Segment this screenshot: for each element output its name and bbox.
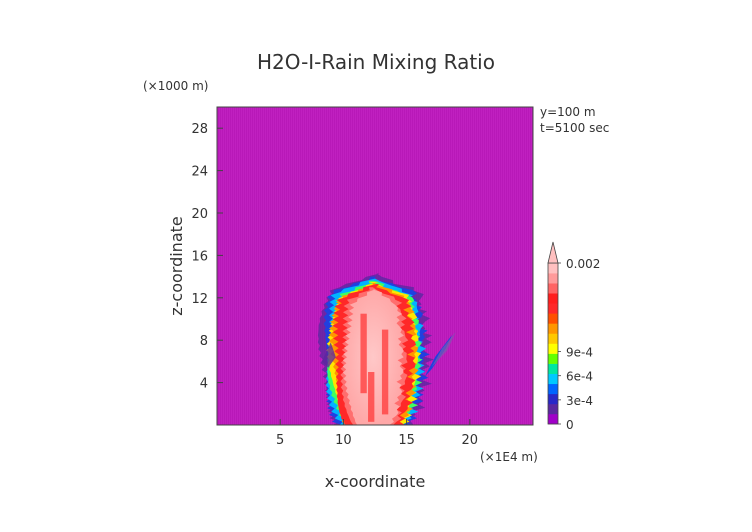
x-tick-label: 10 bbox=[335, 433, 352, 448]
annotation-t: t=5100 sec bbox=[540, 121, 609, 135]
rain-field bbox=[317, 273, 456, 425]
rain-streak bbox=[360, 313, 367, 394]
colorbar-segment bbox=[548, 293, 558, 304]
colorbar-segment bbox=[548, 403, 558, 415]
y-tick-label: 28 bbox=[191, 122, 208, 137]
rain-filament bbox=[431, 331, 456, 367]
y-tick-label: 24 bbox=[191, 165, 208, 180]
x-tick-label: 15 bbox=[398, 433, 415, 448]
colorbar-segment bbox=[548, 303, 558, 314]
y-tick-label: 8 bbox=[200, 334, 208, 349]
colorbar-segment bbox=[548, 383, 558, 395]
colorbar-label: 9e-4 bbox=[566, 346, 593, 360]
y-axis: 4 8 12 16 20 24 28 bbox=[191, 122, 223, 392]
colorbar-segment bbox=[548, 343, 558, 354]
colorbar-label: 3e-4 bbox=[566, 394, 593, 408]
y-unit-label: (×1000 m) bbox=[143, 79, 208, 93]
colorbar-segment bbox=[548, 283, 558, 294]
colorbar-segment bbox=[548, 413, 558, 425]
rain-contour bbox=[342, 289, 404, 425]
x-tick-label: 5 bbox=[276, 433, 284, 448]
x-axis-label: x-coordinate bbox=[325, 472, 426, 491]
rain-streak bbox=[381, 329, 389, 415]
colorbar: 0.002 9e-4 6e-4 3e-4 0 bbox=[547, 241, 600, 432]
y-tick-label: 4 bbox=[200, 377, 208, 392]
colorbar-label: 0.002 bbox=[566, 257, 600, 271]
colorbar-segment bbox=[548, 363, 558, 374]
y-tick-label: 20 bbox=[191, 207, 208, 222]
colorbar-segment bbox=[548, 263, 558, 274]
x-unit-label: (×1E4 m) bbox=[480, 450, 538, 464]
annotation-y: y=100 m bbox=[540, 105, 596, 119]
plot-frame bbox=[216, 106, 534, 426]
colorbar-label: 0 bbox=[566, 418, 574, 432]
rain-streak bbox=[368, 372, 375, 422]
colorbar-segment bbox=[548, 323, 558, 334]
x-axis: 5 10 15 20 bbox=[276, 419, 478, 448]
colorbar-segment bbox=[548, 333, 558, 344]
rain-filament bbox=[321, 342, 336, 368]
colorbar-segment bbox=[548, 393, 558, 405]
plot-area bbox=[216, 106, 534, 426]
y-tick-label: 12 bbox=[191, 292, 208, 307]
colorbar-segment bbox=[548, 313, 558, 324]
x-tick-label: 20 bbox=[462, 433, 479, 448]
colorbar-label: 6e-4 bbox=[566, 370, 593, 384]
colorbar-segment bbox=[548, 273, 558, 284]
colorbar-extend-arrow bbox=[547, 241, 559, 264]
colorbar-segment bbox=[548, 353, 558, 364]
y-tick-label: 16 bbox=[191, 249, 208, 264]
chart-title: H2O-I-Rain Mixing Ratio bbox=[257, 50, 495, 74]
y-axis-label: z-coordinate bbox=[167, 216, 186, 316]
colorbar-segment bbox=[548, 373, 558, 385]
